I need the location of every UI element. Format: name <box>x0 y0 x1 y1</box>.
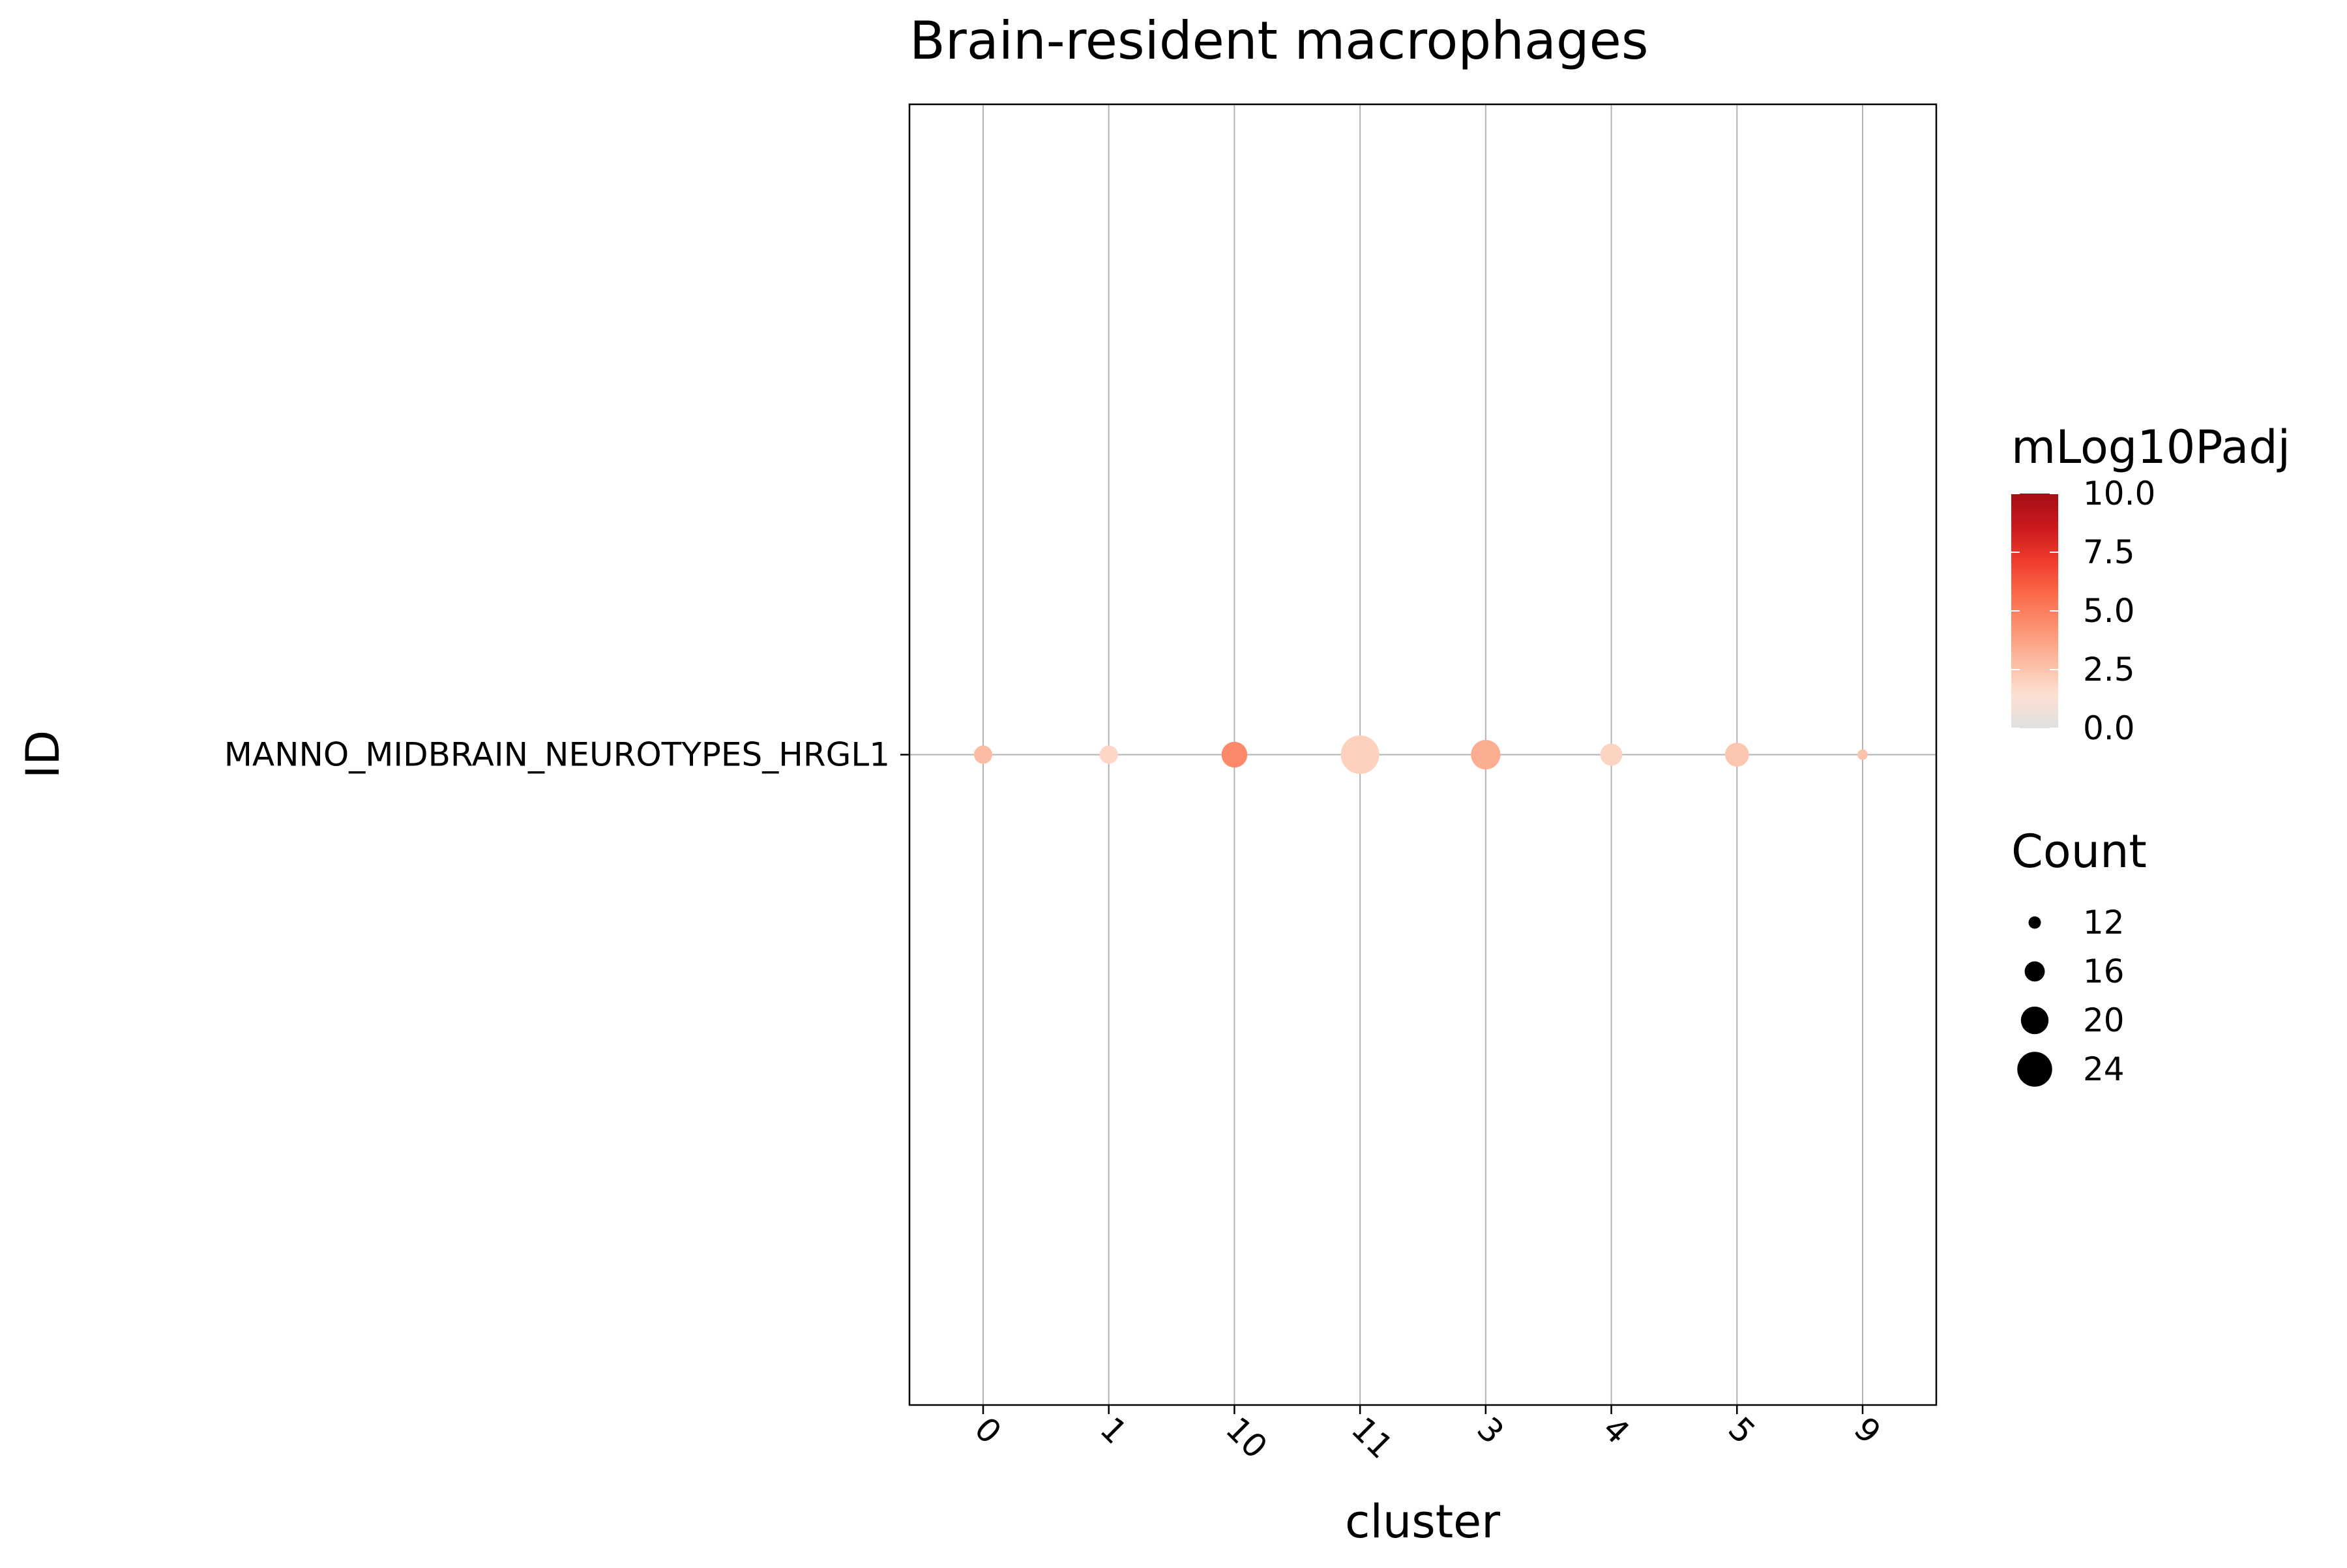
data-point-cluster-11 <box>1340 735 1380 774</box>
data-point-cluster-5 <box>1724 743 1749 767</box>
x-axis: 0 1 10 11 3 4 5 9 <box>967 1405 1889 1466</box>
colorbar-tick-label: 2.5 <box>2083 651 2135 688</box>
x-tick-label-11: 11 <box>1344 1410 1400 1466</box>
colorbar-tick-label: 0.0 <box>2083 709 2135 747</box>
size-legend-marker <box>2028 916 2041 929</box>
x-axis-label: cluster <box>1345 1495 1500 1548</box>
y-axis-label: ID <box>16 730 70 779</box>
colorbar-tick-label: 7.5 <box>2083 533 2135 571</box>
data-point-cluster-1 <box>1099 745 1118 764</box>
size-legend-label: 16 <box>2083 953 2125 990</box>
data-points <box>974 735 1868 774</box>
colorbar-tick-label: 10.0 <box>2083 475 2155 512</box>
color-legend: mLog10Padj 0.0 2.5 5.0 7.5 10.0 <box>2011 421 2290 747</box>
size-legend-marker <box>2024 961 2045 982</box>
data-point-cluster-0 <box>974 745 992 764</box>
chart-title: Brain-resident macrophages <box>909 10 1649 71</box>
x-tick-label-0: 0 <box>967 1410 1009 1451</box>
data-point-cluster-10 <box>1221 741 1248 768</box>
x-tick-label-4: 4 <box>1595 1410 1637 1451</box>
size-legend-marker <box>2020 1006 2049 1035</box>
size-legend: Count 12 16 20 24 <box>2011 825 2147 1088</box>
plot-area <box>908 103 1938 1406</box>
data-point-cluster-9 <box>1857 749 1868 760</box>
x-tick-label-3: 3 <box>1469 1410 1511 1451</box>
x-tick-label-9: 9 <box>1847 1410 1889 1451</box>
data-point-cluster-3 <box>1471 739 1501 770</box>
size-legend-title: Count <box>2011 825 2147 878</box>
size-legend-label: 12 <box>2083 904 2125 941</box>
size-legend-label: 24 <box>2083 1050 2125 1088</box>
data-point-cluster-4 <box>1600 743 1623 766</box>
y-tick-label: MANNO_MIDBRAIN_NEUROTYPES_HRGL1 <box>224 736 890 774</box>
size-legend-items: 12 16 20 24 <box>2017 904 2125 1088</box>
x-tick-label-10: 10 <box>1218 1410 1275 1466</box>
size-legend-label: 20 <box>2083 1001 2125 1039</box>
colorbar-tick-label: 5.0 <box>2083 592 2135 630</box>
x-tick-label-5: 5 <box>1721 1410 1763 1451</box>
color-legend-title: mLog10Padj <box>2011 421 2290 474</box>
size-legend-marker <box>2017 1052 2052 1087</box>
colorbar-ticks: 0.0 2.5 5.0 7.5 10.0 <box>2011 475 2155 747</box>
y-axis: MANNO_MIDBRAIN_NEUROTYPES_HRGL1 <box>224 736 909 774</box>
x-tick-label-1: 1 <box>1093 1410 1134 1451</box>
